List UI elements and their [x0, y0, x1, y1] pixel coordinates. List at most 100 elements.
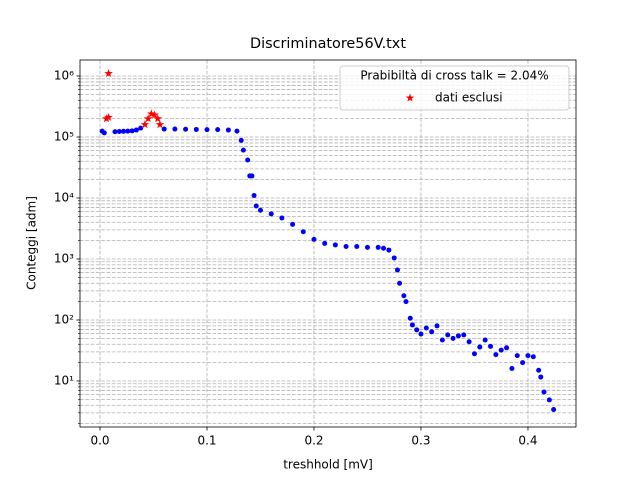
y-tick-label: 10⁴ [54, 190, 74, 204]
point [101, 130, 107, 136]
point [193, 126, 199, 132]
star-point [150, 110, 159, 119]
legend-box [339, 65, 570, 111]
point [257, 207, 263, 213]
point [466, 339, 472, 345]
point [538, 374, 544, 380]
point [375, 244, 381, 250]
point [343, 244, 349, 250]
point [332, 242, 338, 248]
x-tick-label: 0.1 [197, 434, 216, 448]
point [461, 332, 467, 338]
point [116, 129, 122, 135]
point [125, 128, 131, 134]
point [240, 147, 246, 153]
point [225, 127, 231, 133]
point [471, 351, 477, 357]
point [121, 128, 127, 134]
point [439, 337, 445, 343]
point [311, 236, 317, 242]
legend-marker [405, 93, 415, 102]
point [204, 127, 210, 133]
x-tick-label: 0.4 [518, 434, 537, 448]
point [509, 366, 515, 372]
point [129, 128, 135, 134]
y-tick-label: 10⁶ [54, 69, 74, 83]
x-tick-label: 0.2 [304, 434, 323, 448]
point [133, 127, 139, 133]
point [401, 293, 407, 299]
y-tick-label: 10⁵ [54, 130, 74, 144]
point [290, 221, 296, 227]
point [493, 352, 499, 358]
point [268, 211, 274, 217]
point [249, 173, 255, 179]
x-tick-label: 0.0 [90, 434, 109, 448]
point [161, 126, 167, 132]
point [300, 229, 306, 235]
point [172, 126, 178, 132]
point [445, 332, 451, 338]
point [183, 126, 189, 132]
point [414, 327, 420, 333]
point [253, 203, 259, 209]
star-point [143, 114, 153, 123]
point [112, 129, 118, 135]
point [409, 322, 415, 328]
point [434, 323, 440, 329]
star-point [155, 120, 165, 129]
point [429, 329, 435, 335]
x-tick-label: 0.3 [411, 434, 430, 448]
star-point [104, 68, 113, 78]
point [514, 353, 520, 359]
legend-title: Prabibiltà di cross talk = 2.04% [360, 69, 548, 83]
point [530, 354, 536, 360]
point [477, 344, 483, 350]
point [455, 333, 461, 339]
point [498, 347, 504, 353]
y-axis-label: Conteggi [adm] [25, 196, 39, 290]
point [381, 245, 387, 251]
star-point [102, 114, 111, 123]
point [525, 353, 531, 359]
point [354, 244, 360, 250]
point [546, 397, 552, 403]
point [364, 244, 370, 250]
point [403, 299, 409, 305]
x-axis-label: treshhold [mV] [283, 458, 373, 472]
point [520, 360, 526, 366]
point [391, 255, 397, 261]
point [407, 315, 413, 321]
y-tick-label: 10³ [54, 251, 74, 265]
axes-frame [79, 59, 577, 428]
star-point [147, 109, 156, 118]
point [551, 407, 557, 413]
point [279, 215, 285, 221]
y-tick-label: 10¹ [54, 373, 74, 387]
point [536, 367, 542, 373]
legend-label: dati esclusi [435, 91, 503, 105]
point [386, 247, 392, 253]
point [423, 325, 429, 331]
point [450, 335, 456, 341]
point [504, 345, 510, 351]
point [394, 267, 400, 273]
point [541, 389, 547, 395]
point [238, 137, 244, 143]
point [418, 331, 424, 337]
point [251, 192, 257, 198]
point [482, 337, 488, 343]
star-point [104, 112, 113, 121]
point [138, 125, 144, 131]
point [488, 343, 494, 349]
y-tick-label: 10² [54, 312, 74, 326]
point [397, 280, 403, 286]
point [234, 128, 240, 134]
point [322, 240, 328, 246]
star-point [140, 120, 150, 129]
star-point [153, 114, 163, 123]
point [245, 157, 251, 163]
chart-title: Discriminatore56V.txt [250, 36, 406, 52]
point [215, 127, 221, 133]
